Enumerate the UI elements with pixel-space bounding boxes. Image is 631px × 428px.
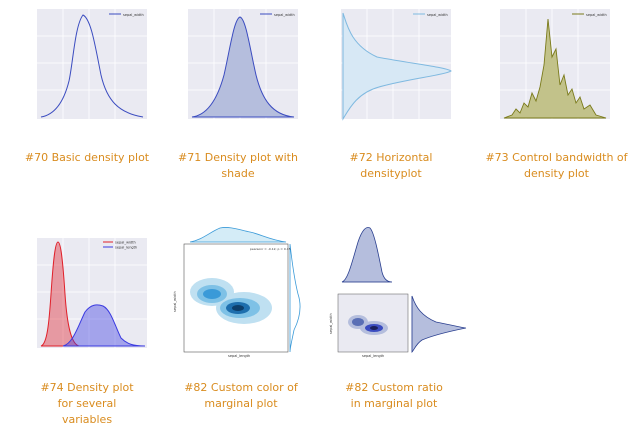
x-axis-label: sepal_length: [362, 354, 384, 358]
thumbnail-marginal-color[interactable]: pearsonr = -0.12; p = 0.15 sepal_length …: [168, 222, 314, 358]
thumbnail-bandwidth-density[interactable]: sepal_width: [486, 5, 614, 131]
gallery-card-73[interactable]: sepal_width #73 Control bandwidth of den…: [482, 5, 631, 185]
gallery-card-82-color[interactable]: pearsonr = -0.12; p = 0.15 sepal_length …: [166, 222, 316, 412]
caption-82-ratio[interactable]: #82 Custom ratio in marginal plot: [345, 381, 443, 410]
legend-label: sepal_width: [586, 13, 607, 17]
caption-70[interactable]: #70 Basic density plot: [24, 151, 150, 164]
legend-label-2: sepal_length: [115, 246, 137, 250]
caption-71[interactable]: #71 Density plot with shade: [178, 151, 298, 180]
y-axis-label: sepal_width: [173, 291, 177, 312]
gallery-card-72[interactable]: sepal_width #72 Horizontal densityplot: [321, 5, 461, 180]
x-axis-label: sepal_length: [228, 354, 250, 358]
legend-text: pearsonr = -0.12; p = 0.15: [250, 247, 291, 251]
thumbnail-marginal-ratio[interactable]: sepal_length sepal_width: [326, 222, 472, 358]
caption-82-color[interactable]: #82 Custom color of marginal plot: [184, 381, 298, 410]
thumbnail-several-densities[interactable]: sepal_width sepal_length: [23, 234, 151, 360]
legend-label: sepal_width: [427, 13, 448, 17]
thumbnail-density-shade[interactable]: sepal_width: [174, 5, 302, 131]
legend-label: sepal_width: [123, 13, 144, 17]
legend-label: sepal_width: [274, 13, 295, 17]
thumbnail-basic-density[interactable]: sepal_width: [23, 5, 151, 131]
caption-72[interactable]: #72 Horizontal densityplot: [349, 151, 433, 180]
gallery-card-70[interactable]: sepal_width #70 Basic density plot: [17, 5, 157, 175]
caption-74[interactable]: #74 Density plot for several variables: [40, 381, 134, 426]
gallery-card-71[interactable]: sepal_width #71 Density plot with shade: [168, 5, 308, 185]
y-axis-label: sepal_width: [329, 313, 333, 334]
thumbnail-horizontal-density[interactable]: sepal_width: [327, 5, 455, 131]
legend-label-1: sepal_width: [115, 241, 136, 245]
gallery-card-82-ratio[interactable]: sepal_length sepal_width #82 Custom rati…: [324, 222, 474, 412]
caption-73[interactable]: #73 Control bandwidth of density plot: [485, 151, 628, 180]
gallery-card-74[interactable]: sepal_width sepal_length #74 Density plo…: [17, 234, 157, 426]
